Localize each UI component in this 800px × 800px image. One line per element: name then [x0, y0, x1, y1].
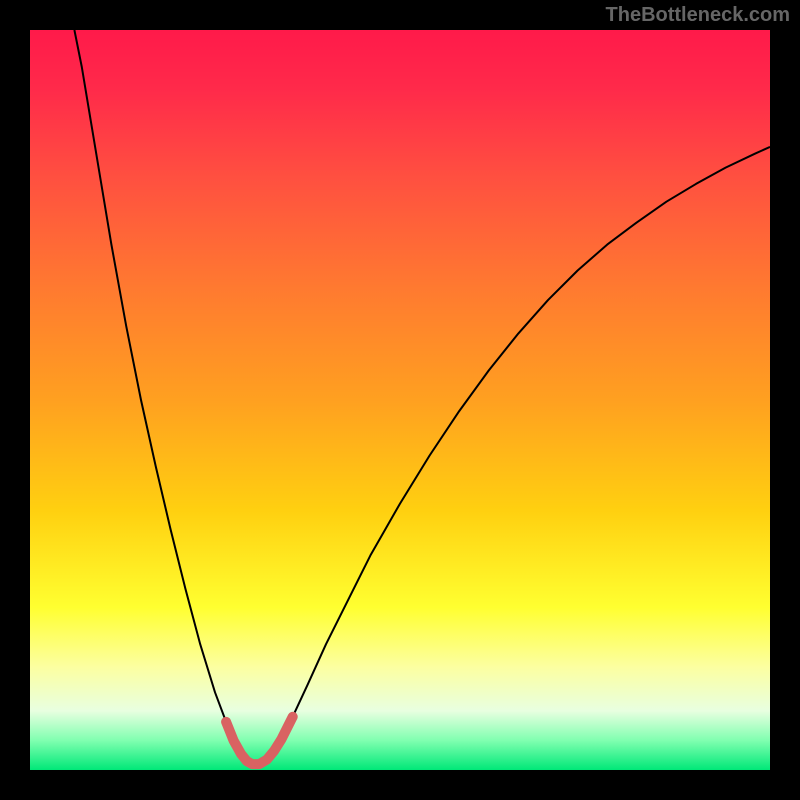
chart-container: TheBottleneck.com	[0, 0, 800, 800]
plot-area	[30, 30, 770, 770]
chart-svg	[30, 30, 770, 770]
watermark-text: TheBottleneck.com	[606, 4, 790, 27]
